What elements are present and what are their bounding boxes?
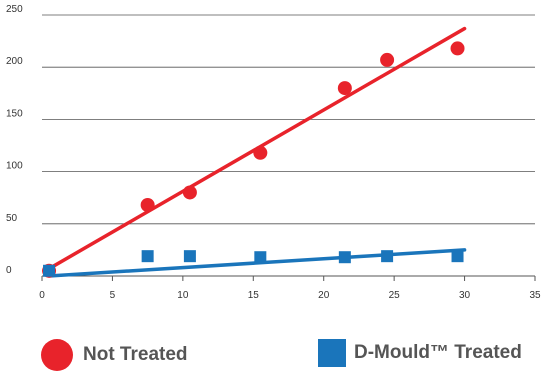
point-series-1-4 bbox=[338, 251, 351, 264]
point-series-0-5 bbox=[380, 52, 395, 67]
point-series-0-4 bbox=[337, 81, 352, 96]
y-tick-label-250: 250 bbox=[6, 4, 23, 15]
x-tick-label-35: 35 bbox=[529, 290, 541, 301]
legend-item-d-mould-treated: D-Mould™ Treated bbox=[318, 339, 522, 367]
data-points bbox=[42, 41, 465, 278]
point-series-0-6 bbox=[450, 41, 465, 56]
legend-circle-icon bbox=[41, 339, 73, 371]
legend-item-not-treated: Not Treated bbox=[41, 339, 188, 371]
point-series-1-0 bbox=[43, 264, 56, 277]
point-series-0-1 bbox=[140, 198, 155, 213]
scatter-chart: 0 50 100 150 200 250 0 5 10 15 20 25 30 35 bbox=[6, 4, 541, 301]
legend-label-not-treated: Not Treated bbox=[83, 344, 188, 365]
y-tick-label-150: 150 bbox=[6, 108, 23, 119]
point-series-1-1 bbox=[141, 250, 154, 263]
x-tick-label-30: 30 bbox=[459, 290, 471, 301]
x-tick-label-15: 15 bbox=[248, 290, 260, 301]
x-tick-label-5: 5 bbox=[110, 290, 116, 301]
x-tick-label-25: 25 bbox=[389, 290, 401, 301]
point-series-1-5 bbox=[381, 250, 394, 263]
legend-label-d-mould-treated: D-Mould™ Treated bbox=[354, 342, 522, 363]
axes bbox=[41, 275, 536, 281]
legend-square-icon bbox=[318, 339, 346, 367]
y-tick-label-100: 100 bbox=[6, 161, 23, 172]
x-tick-label-0: 0 bbox=[39, 290, 45, 301]
point-series-0-2 bbox=[182, 185, 197, 200]
point-series-1-2 bbox=[183, 250, 196, 263]
x-tick-label-20: 20 bbox=[318, 290, 330, 301]
point-series-0-3 bbox=[253, 145, 268, 160]
point-series-1-6 bbox=[451, 250, 464, 263]
tick-labels: 0 50 100 150 200 250 0 5 10 15 20 25 30 35 bbox=[6, 4, 541, 301]
grid bbox=[42, 14, 535, 225]
x-tick-label-10: 10 bbox=[177, 290, 189, 301]
y-tick-label-0: 0 bbox=[6, 265, 12, 276]
point-series-1-3 bbox=[254, 251, 267, 264]
y-tick-label-200: 200 bbox=[6, 56, 23, 67]
y-tick-label-50: 50 bbox=[6, 213, 18, 224]
